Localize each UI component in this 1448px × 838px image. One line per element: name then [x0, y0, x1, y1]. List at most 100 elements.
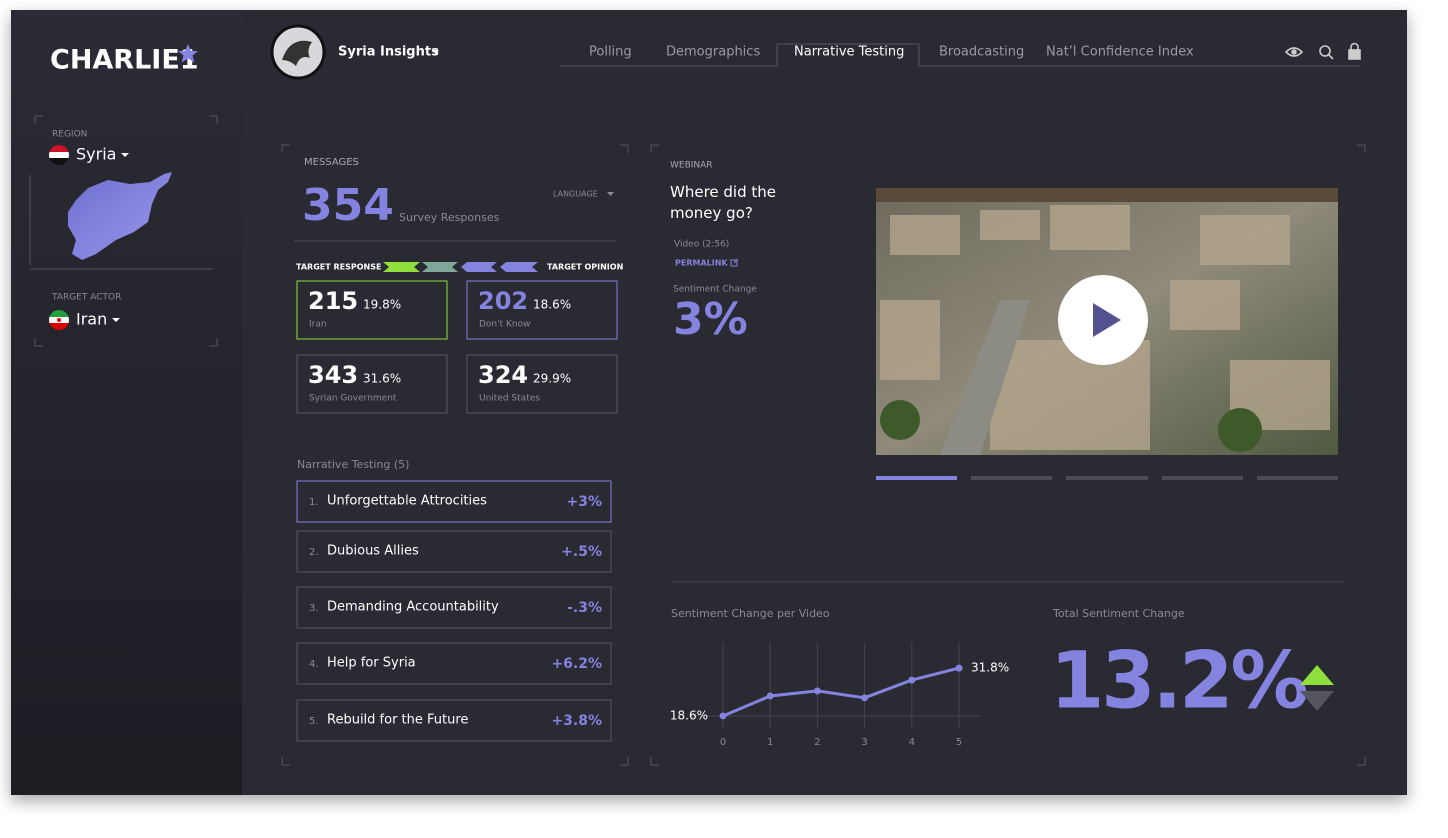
project-select[interactable]: Syria Insights [338, 45, 439, 60]
indicator[interactable] [1257, 476, 1338, 480]
panel-brackets [281, 144, 1366, 766]
card-percent: 29.9% [533, 372, 571, 386]
card-label: United States [479, 394, 540, 404]
narrative-change: +6.2% [551, 656, 602, 672]
narrative-change: +3.8% [551, 713, 602, 729]
indicator[interactable] [971, 476, 1052, 480]
nav-tab[interactable]: Demographics [666, 45, 760, 60]
target-response-label: TARGET RESPONSE [296, 263, 381, 272]
narrative-index: 2. [309, 547, 319, 558]
external-icon [730, 258, 739, 267]
webinar-title-box: Where did the money go? [670, 183, 776, 222]
video-player[interactable] [876, 188, 1338, 455]
lock-icon[interactable] [1348, 49, 1361, 60]
card-percent: 18.6% [533, 298, 571, 312]
data-label: 31.8% [971, 661, 1009, 675]
webinar-title: Where did the money go? [670, 183, 776, 222]
nav-tab[interactable]: Broadcasting [939, 45, 1024, 60]
target-opinion-label: TARGET OPINION [547, 263, 623, 272]
logo[interactable]: CHARLIE1 [50, 45, 199, 76]
narrative-row[interactable] [296, 699, 612, 742]
opinion-card[interactable] [296, 280, 448, 340]
x-tick-label: 1 [767, 737, 773, 748]
narratives-title: Narrative Testing (5) [297, 458, 409, 471]
narrative-index: 1. [309, 497, 319, 508]
sidebar [11, 10, 242, 795]
indicator[interactable] [1162, 476, 1243, 480]
card-label: Iran [309, 320, 327, 330]
narrative-index: 5. [309, 716, 319, 727]
search-icon[interactable] [1319, 45, 1331, 57]
narrative-change: +3% [567, 494, 603, 510]
region-select[interactable]: Syria [76, 145, 116, 164]
total-label: Total Sentiment Change [1052, 607, 1185, 620]
syria-map [68, 172, 172, 260]
webinar-label: WEBINAR [670, 161, 713, 171]
narrative-name: Rebuild for the Future [327, 713, 468, 728]
messages-label: MESSAGES [304, 157, 359, 168]
trend-down [1300, 691, 1334, 711]
carousel-indicators [876, 476, 1338, 480]
region-brackets [29, 115, 218, 347]
narrative-change: -.3% [567, 600, 602, 616]
data-point [861, 694, 869, 702]
narrative-index: 3. [309, 603, 319, 614]
count-label: Survey Responses [399, 211, 500, 224]
indicator[interactable] [876, 476, 957, 480]
narrative-name: Dubious Allies [327, 544, 419, 559]
trend-up [1300, 665, 1334, 685]
card-value: 343 [308, 361, 358, 389]
actor-label: TARGET ACTOR [51, 293, 121, 303]
narrative-row[interactable] [296, 530, 612, 573]
card-value: 324 [478, 361, 528, 389]
data-point [766, 692, 774, 700]
video-meta: Video (2:56) [674, 240, 729, 250]
permalink[interactable]: PERMALINK [675, 259, 728, 268]
narrative-row[interactable] [296, 480, 612, 523]
opinion-card[interactable] [466, 280, 618, 340]
opinion-card[interactable] [296, 354, 448, 414]
narrative-row[interactable] [296, 642, 612, 685]
data-point [955, 664, 963, 672]
caret [432, 50, 439, 54]
data-label: 18.6% [670, 708, 708, 722]
indicator[interactable] [1066, 476, 1148, 480]
line-series [722, 666, 960, 718]
narrative-row[interactable] [296, 586, 612, 629]
nav-tab[interactable]: Narrative Testing [794, 45, 904, 60]
nav-tab[interactable]: Nat’l Confidence Index [1046, 45, 1194, 60]
card-value: 215 [308, 287, 358, 315]
iran-flag [49, 310, 69, 330]
data-point [908, 676, 916, 684]
chart-title: Sentiment Change per Video [671, 607, 830, 620]
actor-select[interactable]: Iran [76, 310, 107, 329]
card-label: Syrian Government [309, 394, 397, 404]
eye-icon[interactable] [1284, 47, 1304, 57]
response-arrows [383, 262, 538, 272]
caret [607, 192, 614, 196]
x-tick-label: 5 [956, 737, 962, 748]
narrative-name: Unforgettable Attrocities [327, 494, 487, 509]
narrative-name: Help for Syria [327, 656, 416, 671]
nav-tab[interactable]: Polling [589, 45, 632, 60]
narrative-index: 4. [309, 659, 319, 670]
logo-star [178, 44, 198, 63]
sentiment-value: 3% [673, 294, 748, 345]
card-percent: 19.8% [363, 298, 401, 312]
card-value: 202 [478, 287, 528, 315]
card-percent: 31.6% [363, 372, 401, 386]
caret [112, 318, 120, 322]
card-label: Don't Know [479, 320, 530, 330]
sentiment-label: Sentiment Change [673, 285, 757, 295]
x-tick-label: 0 [720, 737, 726, 748]
x-tick-label: 3 [861, 737, 867, 748]
opinion-card[interactable] [466, 354, 618, 414]
response-count: 354 [302, 180, 394, 231]
total-value: 13.2% [1050, 636, 1306, 726]
region-label: REGION [52, 130, 87, 140]
data-point [813, 687, 821, 695]
language-select[interactable]: LANGUAGE [553, 190, 598, 199]
narrative-change: +.5% [561, 544, 602, 560]
data-point [719, 712, 727, 720]
